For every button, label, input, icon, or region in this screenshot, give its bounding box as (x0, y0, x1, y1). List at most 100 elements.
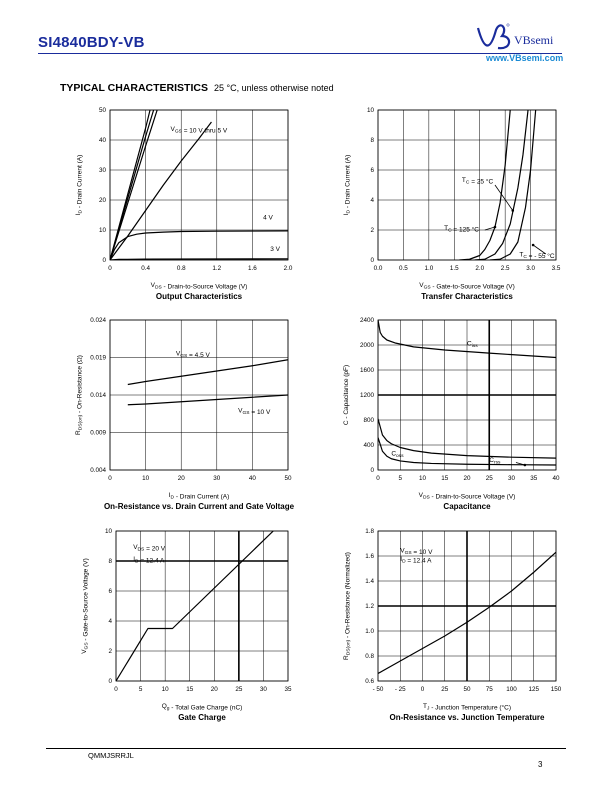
annotation-label: VGS = 10 V (238, 407, 271, 416)
y-tick-label: 0.019 (90, 355, 106, 362)
annotation-leader (494, 184, 514, 211)
chart-caption: Gate Charge (178, 713, 226, 722)
y-tick-label: 1.6 (365, 553, 374, 560)
x-tick-label: 0.0 (374, 265, 383, 272)
chart-caption: On-Resistance vs. Drain Current and Gate… (103, 502, 295, 511)
series-line-5 (110, 258, 288, 260)
output-svg: 0 0.4 0.8 1.2 1.6 2.0 0 10 20 30 40 50 VDS - Drain-t… (75, 107, 293, 291)
x-tick-label: 1.2 (212, 265, 221, 272)
y-tick-label: 0.004 (90, 467, 106, 474)
annotation-label: ID = 12.4 A (400, 556, 432, 565)
y-tick-label: 4 (108, 618, 112, 625)
y-tick-label: 8 (108, 558, 112, 565)
x-axis-label: VDS - Drain-to-Source Voltage (V) (151, 282, 248, 291)
series-line-4 (110, 230, 288, 260)
footer-rule (46, 748, 566, 749)
y-tick-label: 20 (99, 197, 107, 204)
x-tick-label: 30 (213, 475, 221, 482)
annotation-leader (532, 244, 547, 255)
annotation-label: VDS = 20 V (133, 544, 166, 553)
y-axis-label: RDS(on) - On-Resistance (Ω) (75, 355, 84, 435)
series-line-1 (127, 394, 288, 406)
annotation-label: ID = 12.4 A (133, 556, 165, 565)
series-line-1 (474, 110, 529, 260)
y-tick-label: 0.6 (365, 678, 374, 685)
annotation-leader (484, 226, 496, 231)
x-axis-label: VGS - Gate-to-Source Voltage (V) (419, 282, 515, 291)
x-tick-label: 2.0 (475, 265, 484, 272)
y-tick-label: 2 (108, 648, 112, 655)
x-tick-label: 10 (162, 686, 170, 693)
x-tick-label: - 50 (373, 686, 384, 693)
on-resistance-vs-temperature-chart: - 50 - 25 0 25 50 75 100 125 150 0.6 0.8 1.0 1.2 1.4 1… (326, 523, 576, 728)
website-link[interactable]: www.VBsemi.com (486, 53, 564, 63)
transfer-characteristics-chart: 0.0 0.5 1.0 1.5 2.0 2.5 3.0 3.5 0 2 4 6 8 10 VGS - Gat… (326, 100, 576, 305)
x-tick-label: 40 (552, 475, 560, 482)
series-line-0 (459, 110, 511, 260)
output-characteristics-chart: 0 0.4 0.8 1.2 1.6 2.0 0 10 20 30 40 50 VDS - Drain-t… (58, 100, 308, 305)
annotation-label: VGS = 10 V (400, 547, 433, 556)
annotation-label: VGS = 4.5 V (176, 350, 211, 359)
x-tick-label: - 25 (395, 686, 406, 693)
y-tick-label: 0.009 (90, 430, 106, 437)
x-tick-label: 0 (108, 475, 112, 482)
series-line-1 (378, 418, 556, 459)
y-tick-label: 1.2 (365, 603, 374, 610)
series-line-0 (127, 359, 288, 386)
rdson-svg: 0 10 20 30 40 50 0.004 0.009 0.014 0.019 0.024 ID -… (75, 317, 292, 500)
y-tick-label: 1200 (360, 392, 375, 399)
y-tick-label: 50 (99, 107, 107, 114)
annotation-arrowhead (511, 209, 515, 212)
document-code: QMMJSRRJL (88, 751, 134, 760)
x-tick-label: 35 (284, 686, 292, 693)
x-tick-label: 75 (486, 686, 494, 693)
y-tick-label: 8 (370, 137, 374, 144)
y-tick-label: 0 (370, 257, 374, 264)
x-tick-label: 10 (142, 475, 150, 482)
series-line-0 (378, 320, 556, 359)
gate-charge-chart: 0 5 10 15 20 25 30 35 0 2 4 6 8 10 Qg - Total Gate Cha… (58, 523, 308, 728)
x-tick-label: 0 (376, 475, 380, 482)
annotation-label: TC = 25 °C (462, 177, 494, 186)
series-line-2 (378, 437, 556, 466)
x-tick-label: 0.5 (399, 265, 408, 272)
y-tick-label: 0 (108, 678, 112, 685)
y-tick-label: 0 (370, 467, 374, 474)
x-tick-label: 100 (506, 686, 517, 693)
x-tick-label: 150 (551, 686, 562, 693)
y-tick-label: 10 (367, 107, 375, 114)
series-line-2 (110, 110, 158, 260)
series-line-3 (110, 121, 212, 260)
series-line-0 (116, 531, 274, 681)
x-axis-label: TJ - Junction Temperature (°C) (423, 703, 511, 712)
x-tick-label: 3.0 (526, 265, 535, 272)
x-tick-label: 5 (398, 475, 402, 482)
x-tick-label: 20 (211, 686, 219, 693)
vbsemi-logo-icon (476, 23, 511, 50)
x-tick-label: 40 (249, 475, 257, 482)
y-axis-label: ID - Drain Current (A) (75, 155, 84, 216)
annotation-label: Crss (489, 457, 501, 466)
part-number: SI4840BDY-VB (38, 34, 145, 51)
annotation-label: 4 V (263, 215, 273, 222)
x-tick-label: 0 (114, 686, 118, 693)
annotation-label: Ciss (467, 341, 478, 350)
x-tick-label: 0.8 (177, 265, 186, 272)
annotation-label: TC = - 55 °C (519, 251, 555, 260)
capacitance-svg: 0 5 10 15 20 25 30 35 4004008001200160020002400V… (343, 317, 560, 500)
x-axis-label: Qg - Total Gate Charge (nC) (162, 703, 243, 712)
y-tick-label: 0.014 (90, 392, 106, 399)
y-tick-label: 1.4 (365, 578, 374, 585)
x-tick-label: 5 (139, 686, 143, 693)
y-tick-label: 10 (105, 528, 113, 535)
capacitance-chart: 0 5 10 15 20 25 30 35 40 0 400 800 1200 1600 2000 2400 V… (326, 312, 576, 517)
plot-frame (377, 530, 557, 682)
y-tick-label: 30 (99, 167, 107, 174)
plot-frame (109, 109, 289, 261)
y-tick-label: 1.0 (365, 628, 374, 635)
annotation-arrowhead (531, 243, 535, 247)
y-tick-label: 2 (370, 227, 374, 234)
x-tick-label: 35 (530, 475, 538, 482)
x-tick-label: 0 (421, 686, 425, 693)
annotation-label: TC = 125 °C (444, 225, 479, 234)
